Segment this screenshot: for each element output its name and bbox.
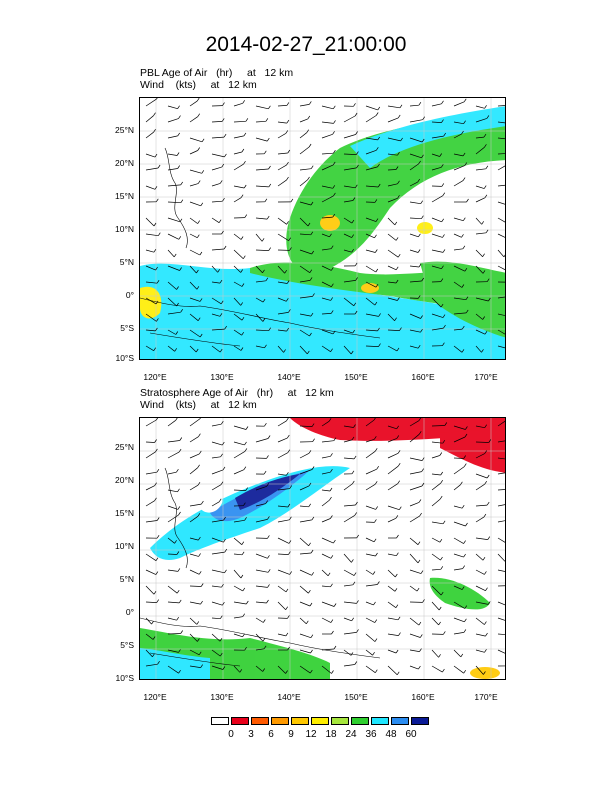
p1-lon-label: 150°E	[344, 372, 368, 382]
legend-swatch	[391, 717, 409, 725]
p2-lon-label: 160°E	[411, 692, 435, 702]
panel2-field-label: Stratosphere Age of Air (hr) at 12 km	[140, 387, 334, 399]
p1-lon-label: 170°E	[474, 372, 498, 382]
p1-lat-label: 20°N	[115, 158, 134, 168]
p2-lat-label: 10°S	[115, 673, 134, 683]
p1-lon-label: 120°E	[143, 372, 167, 382]
p1-lat-label: 25°N	[115, 125, 134, 135]
p1-lat-label: 5°N	[119, 257, 134, 267]
p2-lat-label: 5°S	[120, 640, 134, 650]
p2-lat-label: 20°N	[115, 475, 134, 485]
p2-lat-label: 5°N	[119, 574, 134, 584]
p2-lat-label: 15°N	[115, 508, 134, 518]
legend-label: 60	[405, 729, 417, 740]
legend-label: 3	[248, 729, 254, 740]
legend-swatch	[371, 717, 389, 725]
legend-label: 9	[288, 729, 294, 740]
panel1-wind-label: Wind (kts) at 12 km	[140, 79, 257, 91]
panel1-field-label: PBL Age of Air (hr) at 12 km	[140, 67, 294, 79]
legend-label: 36	[365, 729, 377, 740]
legend-swatch	[231, 717, 249, 725]
p2-lat-label: 25°N	[115, 442, 134, 452]
legend-label: 24	[345, 729, 357, 740]
legend-label: 0	[228, 729, 234, 740]
p1-lon-label: 130°E	[210, 372, 234, 382]
legend-swatch	[351, 717, 369, 725]
p1-lat-label: 0°	[125, 290, 134, 300]
legend-label: 18	[325, 729, 337, 740]
p2-lon-label: 130°E	[210, 692, 234, 702]
legend-swatch	[211, 717, 229, 725]
legend-swatch	[311, 717, 329, 725]
pbl-age-map-svg	[140, 98, 505, 359]
p1-lat-label: 15°N	[115, 191, 134, 201]
p2-lat-label: 10°N	[115, 541, 134, 551]
wind-barbs	[145, 418, 505, 676]
legend-label: 12	[305, 729, 317, 740]
p2-lon-label: 140°E	[277, 692, 301, 702]
p1-lat-label: 5°S	[120, 323, 134, 333]
legend-swatch	[271, 717, 289, 725]
stratosphere-age-map-svg	[140, 418, 505, 679]
p2-lat-label: 0°	[125, 607, 134, 617]
legend-swatch	[291, 717, 309, 725]
p1-lat-label: 10°N	[115, 224, 134, 234]
panel2-wind-label: Wind (kts) at 12 km	[140, 399, 257, 411]
figure-title: 2014-02-27_21:00:00	[205, 33, 407, 56]
pbl-age-map	[139, 97, 506, 360]
p1-lon-label: 160°E	[411, 372, 435, 382]
p1-lat-label: 10°S	[115, 353, 134, 363]
legend-label: 48	[385, 729, 397, 740]
p2-lon-label: 170°E	[474, 692, 498, 702]
p2-lon-label: 120°E	[143, 692, 167, 702]
stratosphere-age-map	[139, 417, 506, 680]
p1-lon-label: 140°E	[277, 372, 301, 382]
legend-swatch	[411, 717, 429, 725]
p2-lon-label: 150°E	[344, 692, 368, 702]
wind-barbs	[145, 98, 505, 355]
legend-swatch	[331, 717, 349, 725]
legend-label: 6	[268, 729, 274, 740]
legend-swatch	[251, 717, 269, 725]
